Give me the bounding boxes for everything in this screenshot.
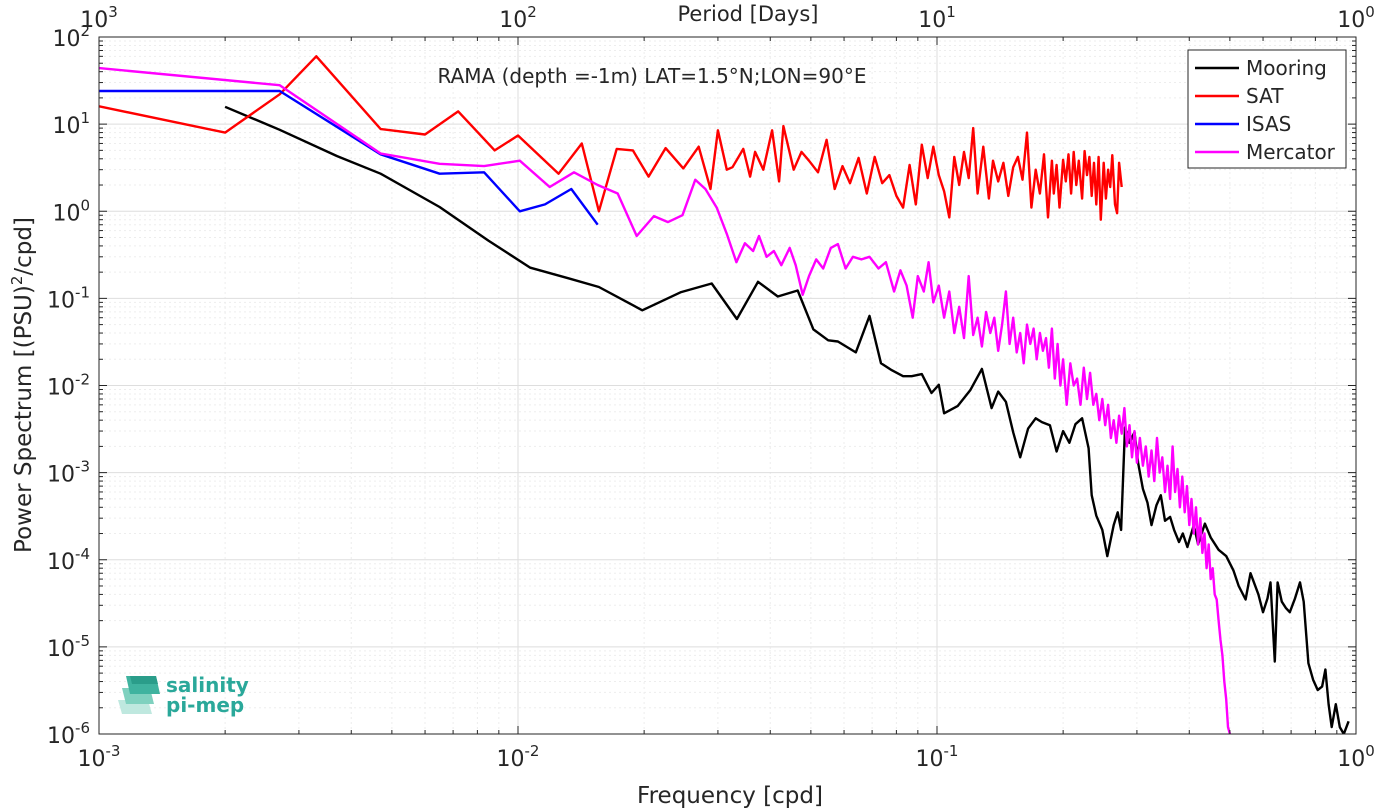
y-tick-label-exponent: 2 — [80, 22, 90, 40]
y-tick-label-base: 10 — [47, 288, 75, 313]
top-tick-label-exponent: 0 — [1365, 3, 1375, 21]
y-axis-label-tail: /cpd] — [11, 217, 37, 276]
x-tick-label: 10-3 — [78, 742, 121, 772]
top-tick-label-exponent: 3 — [108, 3, 118, 21]
y-tick-label-exponent: -1 — [75, 283, 90, 301]
y-tick-label-base: 10 — [47, 724, 75, 749]
y-tick-label-base: 10 — [52, 201, 80, 226]
y-tick-label: 101 — [52, 109, 90, 139]
logo: salinity pi-mep — [118, 673, 249, 717]
x-tick-label: 10-1 — [916, 742, 959, 772]
x-axis-label: Frequency [cpd] — [637, 783, 823, 809]
y-tick-label-exponent: 0 — [80, 196, 90, 214]
y-tick-label: 10-4 — [47, 545, 90, 575]
y-tick-label-exponent: -3 — [75, 458, 90, 476]
y-tick-label-base: 10 — [47, 376, 75, 401]
top-tick-label: 100 — [1337, 3, 1375, 33]
top-tick-label: 102 — [499, 3, 537, 33]
logo-text-line1: salinity — [166, 673, 249, 697]
y-tick-label: 102 — [52, 22, 90, 52]
y-tick-label-exponent: 1 — [80, 109, 90, 127]
chart-title: RAMA (depth =-1m) LAT=1.5°N;LON=90°E — [438, 64, 867, 88]
top-tick-label-base: 10 — [1337, 8, 1365, 33]
y-tick-label-base: 10 — [47, 637, 75, 662]
top-tick-label-exponent: 1 — [946, 3, 956, 21]
y-tick-label-base: 10 — [52, 27, 80, 52]
legend-box — [1187, 49, 1347, 169]
top-tick-label-base: 10 — [499, 8, 527, 33]
series-line-isas — [99, 89, 599, 226]
logo-text-line2: pi-mep — [166, 693, 244, 717]
salinity-logo-icon — [118, 676, 160, 714]
y-axis-label-superscript: 2 — [8, 276, 26, 286]
grid — [99, 37, 1356, 734]
x-tick-label-exponent: -2 — [525, 742, 540, 760]
y-tick-label: 10-6 — [47, 719, 90, 749]
y-tick-label: 10-2 — [47, 371, 90, 401]
top-tick-label: 103 — [80, 3, 118, 33]
legend-label: ISAS — [1246, 112, 1291, 136]
y-tick-label: 10-5 — [47, 632, 90, 662]
series-line-mercator — [99, 66, 1232, 734]
x-tick-label: 100 — [1337, 742, 1375, 772]
x-tick-label-exponent: 0 — [1365, 742, 1375, 760]
y-tick-label-exponent: -5 — [75, 632, 90, 650]
x-tick-label-exponent: -3 — [106, 742, 121, 760]
top-axis-label: Period [Days] — [678, 2, 819, 26]
legend-label: Mercator — [1246, 140, 1336, 164]
top-tick-label-exponent: 2 — [527, 3, 537, 21]
y-axis-label-main: Power Spectrum [(PSU) — [11, 285, 37, 553]
x-tick-label-base: 10 — [497, 747, 525, 772]
y-tick-label-base: 10 — [52, 114, 80, 139]
legend-entries: Mooring SAT ISAS Mercator — [1195, 56, 1336, 164]
y-tick-label: 10-1 — [47, 283, 90, 313]
legend: Mooring SAT ISAS Mercator — [1187, 49, 1347, 169]
series-group — [99, 55, 1350, 734]
y-tick-label-base: 10 — [47, 463, 75, 488]
x-tick-label-base: 10 — [916, 747, 944, 772]
x-tick-label-exponent: -1 — [944, 742, 959, 760]
x-tick-label-base: 10 — [78, 747, 106, 772]
top-tick-label: 101 — [918, 3, 956, 33]
x-tick-label: 10-2 — [497, 742, 540, 772]
y-tick-label-base: 10 — [47, 550, 75, 575]
legend-label: Mooring — [1246, 56, 1327, 80]
y-tick-label-exponent: -2 — [75, 371, 90, 389]
tick-marks — [98, 36, 1357, 735]
y-tick-label: 10-3 — [47, 458, 90, 488]
series-line-sat — [99, 55, 1123, 221]
top-tick-label-base: 10 — [80, 8, 108, 33]
y-tick-label-exponent: -6 — [75, 719, 90, 737]
legend-label: SAT — [1246, 84, 1284, 108]
top-tick-label-base: 10 — [918, 8, 946, 33]
x-tick-label-base: 10 — [1337, 747, 1365, 772]
series-line-mooring — [224, 105, 1350, 734]
y-tick-label-exponent: -4 — [75, 545, 90, 563]
y-axis-label: Power Spectrum [(PSU)2/cpd] — [8, 217, 37, 553]
y-tick-label: 100 — [52, 196, 90, 226]
